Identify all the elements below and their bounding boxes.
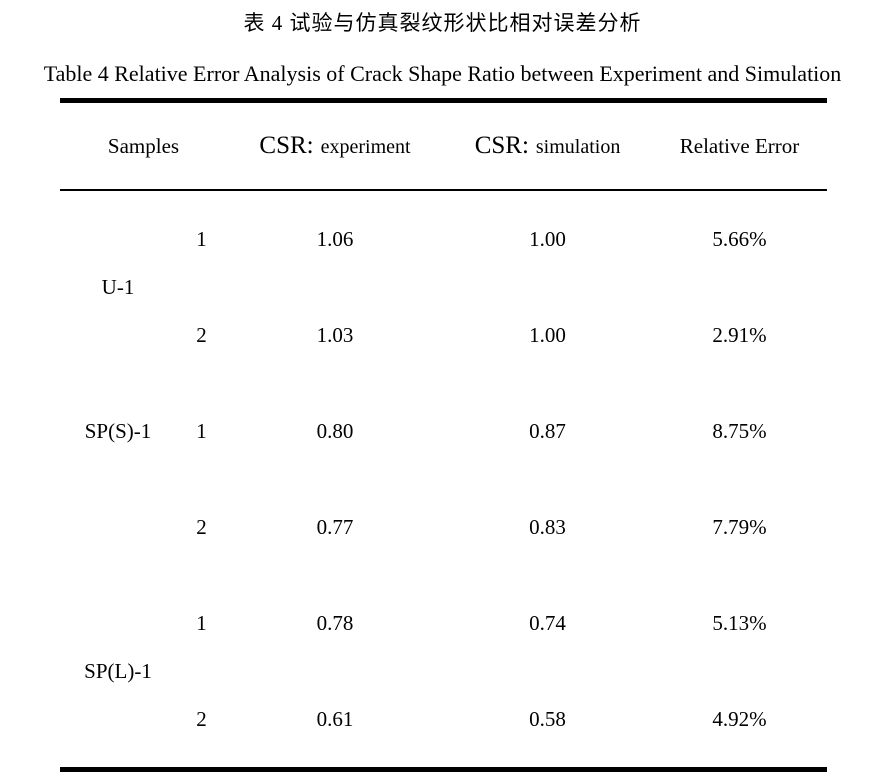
header-row: Samples CSR: experiment CSR: simulation Re… [60, 100, 828, 191]
table-row: U-1 1 1.06 1.00 5.66% [60, 190, 827, 299]
table-row: 2 1.03 1.00 2.91% [60, 287, 827, 383]
sample-group-cell-u1: U-1 [60, 190, 176, 383]
relative-error-value: 7.79% [712, 514, 767, 539]
column-header-relative-error: Relative Error [652, 100, 828, 191]
sample-number-cell: 1 [196, 226, 207, 251]
relative-error-value: 5.13% [712, 610, 767, 635]
table-caption-zh: 表 4 试验与仿真裂纹形状比相对误差分析 [243, 11, 642, 35]
table-row: SP(L)-1 1 0.78 0.74 5.13% [60, 575, 827, 683]
csr-simulation-value: 1.00 [529, 226, 566, 251]
csr-experiment-value: 0.61 [316, 706, 354, 731]
csr-experiment-value: 0.77 [316, 514, 354, 539]
sample-number-cell: 2 [196, 322, 207, 347]
csr-simulation-value: 0.83 [529, 514, 566, 539]
sample-number-cell: 1 [196, 610, 207, 635]
sample-group-label: SP(L)-1 [84, 658, 152, 683]
csr-experiment-value: 1.06 [316, 226, 354, 251]
csr-simulation-value: 0.74 [529, 610, 566, 635]
csr-simulation-value: 1.00 [529, 322, 566, 347]
column-header-csr-experiment: CSR: experiment [227, 100, 444, 191]
sample-number-cell: 2 [196, 514, 207, 539]
sample-group-label: SP(S)-1 [84, 418, 152, 443]
csr-simulation-prefix: CSR: [474, 132, 529, 159]
csr-experiment-value: 1.03 [316, 322, 354, 347]
table-caption-en: Table 4 Relative Error Analysis of Crack… [43, 61, 842, 86]
column-header-samples: Samples [60, 100, 228, 191]
column-header-csr-simulation: CSR: simulation [443, 100, 653, 191]
relative-error-value: 8.75% [712, 418, 767, 443]
csr-experiment-value: 0.78 [316, 610, 354, 635]
sample-group-cell-sps1: SP(S)-1 [60, 383, 176, 575]
crack-shape-ratio-table: Samples CSR: experiment CSR: simulation Re… [60, 98, 828, 772]
csr-simulation-value: 0.87 [529, 418, 566, 443]
sample-number-cell: 2 [196, 706, 207, 731]
sample-number-cell: 1 [196, 418, 207, 443]
csr-experiment-value: 0.80 [316, 418, 354, 443]
csr-simulation-word: simulation [535, 136, 621, 158]
table-row: SP(S)-1 1 0.80 0.87 8.75% [60, 383, 827, 479]
csr-experiment-prefix: CSR: [259, 132, 314, 159]
table-row: 2 0.77 0.83 7.79% [60, 479, 827, 575]
csr-simulation-value: 0.58 [529, 706, 566, 731]
relative-error-value: 2.91% [712, 322, 767, 347]
csr-experiment-word: experiment [320, 136, 411, 158]
sample-group-label: U-1 [101, 274, 135, 299]
relative-error-value: 5.66% [712, 226, 767, 251]
table-row: 2 0.61 0.58 4.92% [60, 671, 827, 770]
sample-group-cell-spl1: SP(L)-1 [60, 575, 176, 770]
relative-error-value: 4.92% [712, 706, 767, 731]
